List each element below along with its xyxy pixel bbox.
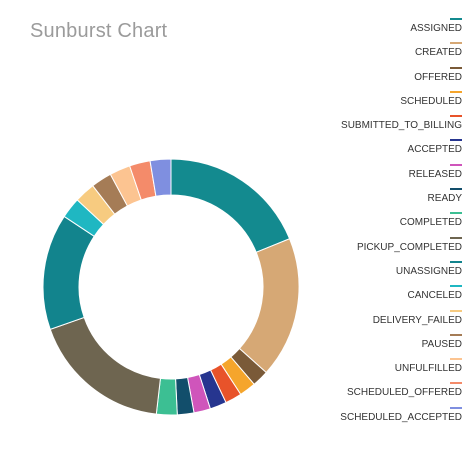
legend-label: CANCELED: [407, 290, 462, 302]
legend-item[interactable]: SCHEDULED_ACCEPTED: [332, 406, 462, 435]
legend-label: DELIVERY_FAILED: [372, 314, 462, 326]
chart-title: Sunburst Chart: [30, 20, 168, 42]
legend-item[interactable]: PAUSED: [332, 333, 462, 362]
slice-scheduled-accepted[interactable]: [149, 158, 172, 197]
legend-label: CREATED: [414, 47, 462, 59]
legend-label: READY: [427, 193, 462, 205]
slice-assigned[interactable]: [170, 158, 291, 253]
legend-item[interactable]: CREATED: [332, 42, 462, 70]
legend-item[interactable]: CANCELED: [332, 285, 462, 313]
legend-swatch: [450, 236, 462, 239]
legend-swatch: [450, 18, 462, 20]
legend-item[interactable]: OFFERED: [332, 66, 462, 95]
donut-slices: [42, 158, 300, 416]
legend-item[interactable]: READY: [332, 188, 462, 216]
legend-swatch: [450, 212, 462, 215]
legend-swatch: [450, 309, 462, 312]
legend-label: SCHEDULED: [400, 95, 462, 107]
legend-item[interactable]: ACCEPTED: [332, 139, 462, 167]
legend-label: UNFULFILLED: [394, 363, 462, 375]
legend-swatch: [450, 188, 462, 191]
legend-label: ACCEPTED: [407, 144, 462, 156]
legend-swatch: [450, 285, 462, 288]
legend-item[interactable]: UNFULFILLED: [332, 358, 462, 386]
legend-swatch: [450, 382, 462, 385]
legend-swatch: [450, 139, 462, 142]
legend-swatch: [450, 260, 462, 263]
legend-label: UNASSIGNED: [395, 265, 462, 277]
legend-swatch: [450, 333, 462, 336]
legend-item[interactable]: SCHEDULED: [332, 90, 462, 119]
legend: ASSIGNED CREATED OFFERED SCHEDULED SUBMITTED…: [332, 18, 462, 435]
legend-swatch: [450, 163, 462, 166]
legend-label: ASSIGNED: [410, 23, 462, 34]
legend-item[interactable]: SCHEDULED_OFFERED: [332, 382, 462, 410]
legend-swatch: [450, 90, 462, 93]
slice-pickup-completed[interactable]: [49, 316, 161, 415]
legend-swatch: [450, 115, 462, 118]
slice-unassigned[interactable]: [42, 215, 95, 330]
legend-swatch: [450, 406, 462, 409]
legend-item[interactable]: DELIVERY_FAILED: [332, 309, 462, 338]
legend-swatch: [450, 358, 462, 361]
legend-item[interactable]: UNASSIGNED: [332, 260, 462, 289]
legend-label: RELEASED: [408, 168, 462, 180]
legend-label: PICKUP_COMPLETED: [356, 241, 462, 253]
legend-item[interactable]: SUBMITTED_TO_BILLING: [332, 115, 462, 143]
legend-label: SUBMITTED_TO_BILLING: [341, 120, 462, 132]
legend-label: SCHEDULED_OFFERED: [346, 387, 462, 399]
slice-created[interactable]: [238, 238, 300, 374]
legend-label: OFFERED: [414, 71, 462, 83]
legend-item[interactable]: ASSIGNED: [332, 18, 462, 46]
legend-label: SCHEDULED_ACCEPTED: [340, 411, 462, 423]
legend-item[interactable]: COMPLETED: [332, 212, 462, 240]
legend-label: COMPLETED: [399, 217, 462, 229]
legend-swatch: [450, 42, 462, 45]
legend-item[interactable]: PICKUP_COMPLETED: [332, 236, 462, 265]
legend-item[interactable]: RELEASED: [332, 163, 462, 192]
legend-label: PAUSED: [421, 338, 462, 350]
legend-swatch: [450, 66, 462, 69]
